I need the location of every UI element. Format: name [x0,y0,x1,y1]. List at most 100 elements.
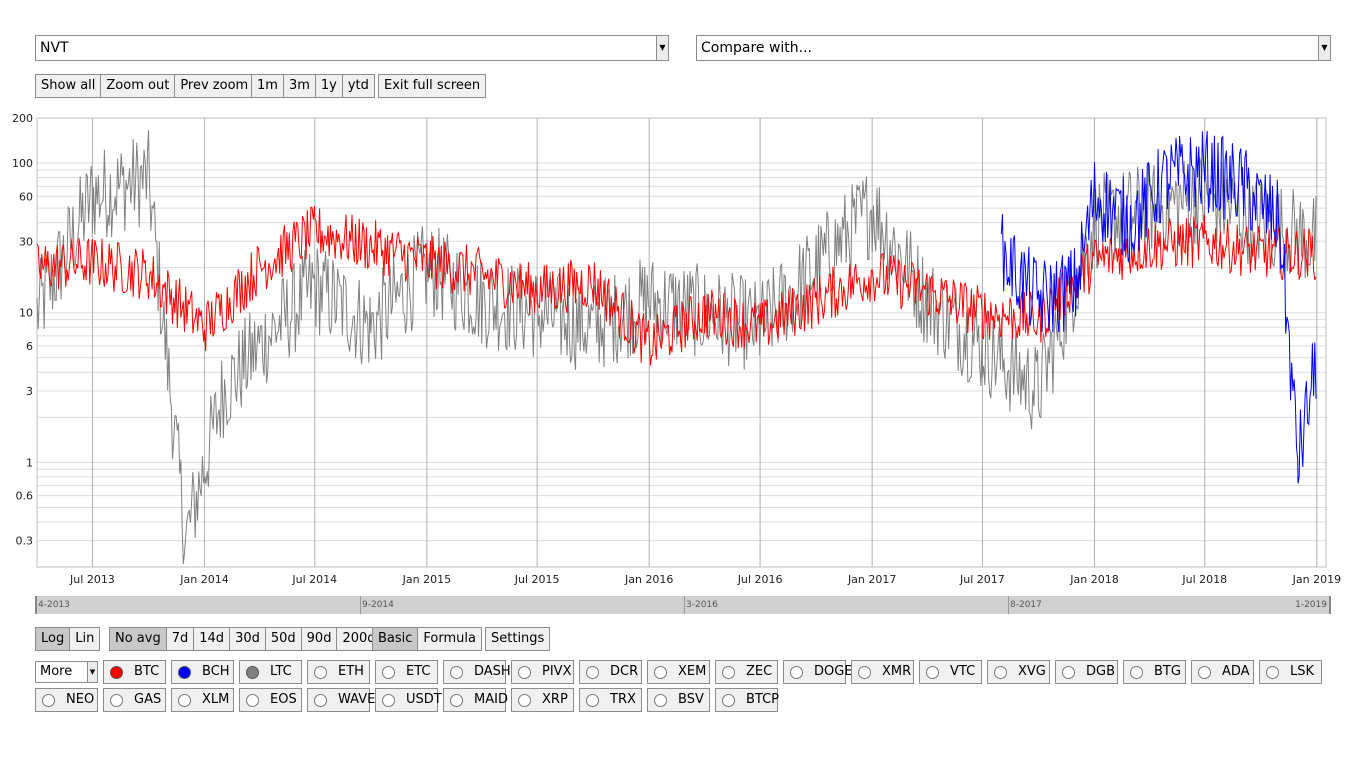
no-avg-button[interactable]: No avg [109,627,167,651]
coin-toggle-btc[interactable]: BTC [103,660,166,684]
chevron-down-icon: ▼ [1318,36,1330,60]
basic-mode-button[interactable]: Basic [372,627,419,651]
coin-toggle-maid[interactable]: MAID [443,688,508,712]
x-tick-label: Jan 2015 [402,573,451,586]
avg-7d-button[interactable]: 7d [165,627,195,651]
coin-toggle-bch[interactable]: BCH [171,660,234,684]
radio-icon [518,694,531,707]
coin-toggle-vtc[interactable]: VTC [919,660,982,684]
coin-toggle-waves[interactable]: WAVES [307,688,384,712]
coin-toggle-pivx[interactable]: PIVX [511,660,574,684]
coin-toggle-ltc[interactable]: LTC [239,660,302,684]
radio-icon [518,666,531,679]
coin-toggle-xrp[interactable]: XRP [511,688,574,712]
coin-toggle-lsk[interactable]: LSK [1259,660,1322,684]
avg-14d-button[interactable]: 14d [193,627,231,651]
range-3m-button[interactable]: 3m [282,74,316,98]
coin-label: XVG [1018,664,1046,679]
radio-icon [994,666,1007,679]
coin-toggle-trx[interactable]: TRX [579,688,642,712]
coin-toggle-zec[interactable]: ZEC [715,660,778,684]
coin-label: XMR [882,664,912,679]
x-tick-label: Jul 2013 [69,573,115,586]
coin-toggle-bsv[interactable]: BSV [647,688,710,712]
prev-zoom-button[interactable]: Prev zoom [174,74,255,98]
compare-value: Compare with... [701,40,813,56]
x-tick-label: Jan 2019 [1292,573,1341,586]
coin-label: DASH [474,664,511,679]
coin-label: BCH [202,664,230,679]
primary-coin-select[interactable]: NVT ▼ [35,35,669,61]
radio-icon [722,666,735,679]
coin-toggle-xem[interactable]: XEM [647,660,710,684]
range-ytd-button[interactable]: ytd [341,74,375,98]
coin-label: ADA [1222,664,1250,679]
coin-label: GAS [134,692,162,707]
zoom-out-button[interactable]: Zoom out [100,74,176,98]
coin-toggle-dcr[interactable]: DCR [579,660,642,684]
radio-icon [722,694,735,707]
compare-select[interactable]: Compare with... ▼ [696,35,1331,61]
show-all-button[interactable]: Show all [35,74,102,98]
coin-toggle-neo[interactable]: NEO [35,688,98,712]
coin-label: EOS [270,692,297,707]
coin-toggle-eos[interactable]: EOS [239,688,302,712]
log-scale-button[interactable]: Log [35,627,71,651]
range-toolbar: 1m 3m 1y ytd [251,74,375,98]
settings-button[interactable]: Settings [485,627,551,651]
radio-icon [858,666,871,679]
range-1m-button[interactable]: 1m [251,74,284,98]
avg-90d-button[interactable]: 90d [300,627,338,651]
radio-icon [450,694,463,707]
coin-label: NEO [66,692,95,707]
x-tick-label: Jan 2018 [1069,573,1118,586]
coin-toggle-xmr[interactable]: XMR [851,660,914,684]
coin-label: USDT [406,692,442,707]
coin-toggle-dgb[interactable]: DGB [1055,660,1118,684]
coin-label: XEM [678,664,707,679]
y-tick-label: 1 [26,456,33,469]
radio-icon [382,694,395,707]
x-tick-label: Jul 2015 [514,573,560,586]
radio-icon [246,666,259,679]
navigator-label: 8-2017 [1010,600,1042,610]
coin-toggle-doge[interactable]: DOGE [783,660,853,684]
coin-toggle-btcp[interactable]: BTCP [715,688,779,712]
coin-toggle-btg[interactable]: BTG [1123,660,1186,684]
radio-icon [110,694,123,707]
series-line-btc [36,205,1317,366]
y-tick-label: 10 [19,307,33,320]
radio-icon [586,694,599,707]
formula-mode-button[interactable]: Formula [417,627,482,651]
x-tick-label: Jan 2014 [179,573,228,586]
radio-icon [382,666,395,679]
coin-toggle-eth[interactable]: ETH [307,660,370,684]
coin-label: MAID [474,692,508,707]
more-coins-select[interactable]: More ▼ [35,661,98,683]
coin-label: BTG [1154,664,1181,679]
coin-toggle-usdt[interactable]: USDT [375,688,442,712]
fullscreen-toolbar: Exit full screen [378,74,487,98]
coin-toggle-etc[interactable]: ETC [375,660,438,684]
zoom-toolbar: Show all Zoom out Prev zoom [35,74,255,98]
time-navigator[interactable]: 4-2013 9-2014 3-2016 8-2017 1-2019 [35,596,1331,614]
avg-50d-button[interactable]: 50d [264,627,302,651]
y-tick-label: 60 [19,190,33,203]
coin-toggle-ada[interactable]: ADA [1191,660,1254,684]
coin-toggle-xvg[interactable]: XVG [987,660,1050,684]
series-line-bch [1000,130,1317,484]
range-1y-button[interactable]: 1y [314,74,343,98]
exit-full-screen-button[interactable]: Exit full screen [378,74,487,98]
navigator-label: 4-2013 [38,600,70,610]
coin-toggle-xlm[interactable]: XLM [171,688,234,712]
y-tick-label: 100 [12,157,33,170]
lin-scale-button[interactable]: Lin [69,627,101,651]
coin-label: XLM [202,692,230,707]
mode-toggle: Basic Formula [372,627,482,651]
avg-30d-button[interactable]: 30d [229,627,266,651]
coin-toggle-dash[interactable]: DASH [443,660,511,684]
y-tick-label: 200 [12,112,33,125]
radio-icon [926,666,939,679]
coin-toggle-gas[interactable]: GAS [103,688,166,712]
